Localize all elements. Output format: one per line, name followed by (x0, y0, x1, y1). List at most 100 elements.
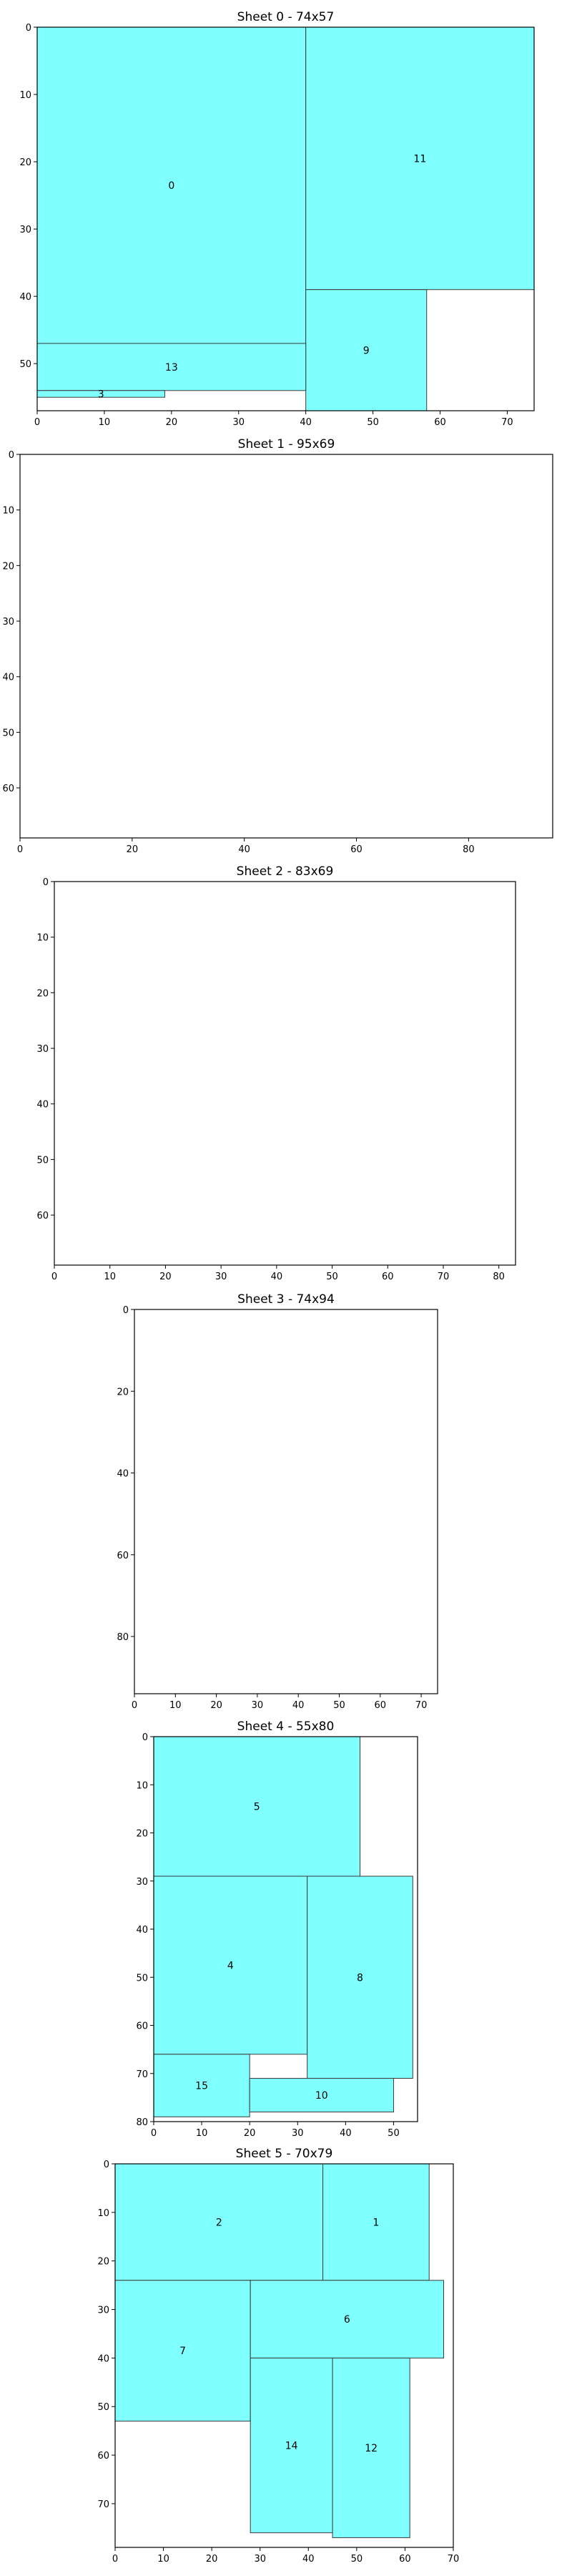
sheet-5-xtick-label: 60 (399, 2554, 411, 2565)
sheet-4-chart: Sheet 4 - 55x80 5 4 8 15 10 0 10 20 30 40 50 0 10 20 30… (136, 1719, 418, 2139)
sheet-5-piece-14 (250, 2357, 333, 2534)
sheet-5-piece-2 (114, 2163, 324, 2281)
sheet-1-ytick-label: 0 (9, 450, 14, 461)
sheet-0-xtick-label: 10 (99, 417, 111, 428)
sheet-4-xtick-label: 10 (196, 2128, 208, 2139)
sheet-5-ytick-label: 70 (97, 2499, 109, 2510)
sheet-4-xtick-label: 40 (340, 2128, 352, 2139)
sheet-4-ytick-label: 50 (136, 1973, 148, 1984)
sheet-0-piece-9 (305, 289, 428, 411)
sheet-5-xtick-label: 10 (157, 2554, 169, 2565)
sheet-0-piece-label: 3 (98, 389, 104, 400)
sheet-2-xtick-label: 70 (438, 1272, 450, 1282)
sheet-5-piece-label: 14 (285, 2441, 298, 2452)
sheet-0-piece-label: 11 (413, 153, 426, 165)
sheet-2-xtick-label: 20 (159, 1272, 172, 1282)
sheet-5-piece-1 (322, 2163, 430, 2281)
sheet-1-frame (19, 454, 553, 839)
sheet-3-ytick-label: 0 (123, 1305, 129, 1316)
sheet-3-xtick-label: 40 (292, 1700, 305, 1711)
sheet-0-ytick-label: 30 (19, 225, 31, 235)
sheet-5-ytick-label: 50 (97, 2402, 109, 2413)
sheet-0-xtick-label: 60 (434, 417, 446, 428)
sheet-0-ytick-label: 20 (19, 157, 31, 168)
sheet-2-plot-area (54, 882, 516, 1265)
sheet-4-piece-15 (153, 2054, 250, 2117)
sheet-5-ytick-label: 10 (97, 2208, 109, 2219)
sheet-2-xtick-label: 30 (215, 1272, 227, 1282)
sheet-4-piece-8 (307, 1875, 413, 2079)
sheet-4-xtick-label: 0 (151, 2128, 157, 2139)
sheet-0-xtick-label: 70 (501, 417, 513, 428)
sheet-4-ytick-label: 30 (136, 1877, 148, 1888)
sheet-2-xtick-label: 80 (493, 1272, 505, 1282)
sheet-5-piece-label: 2 (216, 2217, 222, 2228)
sheet-2-frame (54, 881, 516, 1266)
sheet-3-ytick-label: 80 (117, 1632, 129, 1643)
sheet-3-xtick-label: 70 (415, 1700, 428, 1711)
sheet-4-ytick-label: 20 (136, 1829, 148, 1840)
sheet-3-xtick-label: 20 (210, 1700, 222, 1711)
sheet-2-title: Sheet 2 - 83x69 (237, 864, 334, 879)
sheet-1-ytick-label: 20 (2, 561, 14, 572)
sheet-3-title: Sheet 3 - 74x94 (237, 1292, 335, 1307)
sheet-0-xtick-label: 0 (34, 417, 40, 428)
sheet-1-xtick-label: 0 (17, 844, 23, 855)
sheet-2-chart: Sheet 2 - 83x69 0 10 20 30 40 50 60 70 80 0 10 20 30 4… (36, 864, 516, 1282)
sheet-4-piece-4 (153, 1875, 308, 2055)
sheet-2-xtick-label: 50 (326, 1272, 338, 1282)
sheet-0-frame (36, 26, 535, 411)
sheet-2-ytick-label: 20 (36, 988, 49, 999)
sheet-5-ytick-label: 40 (97, 2353, 109, 2364)
sheet-4-piece-label: 8 (357, 1972, 363, 1984)
sheet-3-xtick-label: 60 (375, 1700, 387, 1711)
sheet-0-xtick-label: 30 (232, 417, 245, 428)
sheet-2-ytick-label: 40 (36, 1100, 49, 1111)
sheet-0-piece-label: 0 (168, 180, 174, 192)
sheet-2-ytick-label: 0 (43, 877, 49, 888)
sheet-5-chart: Sheet 5 - 70x79 2 1 7 6 14 12 0 10 20 30 40 50 60 70 0 1… (97, 2147, 459, 2565)
sheet-2-ytick-label: 30 (36, 1044, 49, 1055)
sheet-0-xtick-label: 40 (300, 417, 312, 428)
sheet-2-xtick-label: 60 (382, 1272, 394, 1282)
sheet-1-xtick-label: 60 (350, 844, 363, 855)
sheet-4-piece-5 (153, 1736, 360, 1877)
sheet-2-ytick-label: 10 (36, 933, 49, 944)
sheet-4-piece-label: 5 (254, 1802, 260, 1813)
sheet-0-title: Sheet 0 - 74x57 (237, 10, 335, 24)
sheet-3-xtick-label: 50 (333, 1700, 345, 1711)
sheet-5-xtick-label: 30 (254, 2554, 266, 2565)
sheet-3-xtick-label: 10 (169, 1700, 182, 1711)
sheet-4-xtick-label: 20 (244, 2128, 256, 2139)
sheet-1-ytick-label: 10 (2, 506, 14, 517)
sheet-4-piece-label: 10 (315, 2090, 328, 2102)
sheet-0-ytick-label: 10 (19, 90, 31, 101)
sheet-5-piece-label: 12 (365, 2443, 378, 2454)
sheet-4-xtick-label: 30 (292, 2128, 304, 2139)
sheet-1-ytick-label: 50 (2, 728, 14, 738)
sheet-0-xtick-label: 20 (166, 417, 178, 428)
sheet-3-frame (134, 1309, 438, 1694)
sheet-5-ytick-label: 30 (97, 2306, 109, 2316)
sheet-5-xtick-label: 70 (448, 2554, 460, 2565)
sheet-3-xtick-label: 30 (252, 1700, 264, 1711)
sheet-1-plot-area (20, 454, 553, 838)
sheet-0-ytick-label: 0 (26, 23, 31, 34)
sheet-0-piece-label: 9 (363, 345, 370, 356)
sheet-4-xtick-label: 50 (388, 2128, 400, 2139)
sheet-5-xtick-label: 0 (112, 2554, 118, 2565)
sheet-0-piece-13 (36, 343, 307, 391)
sheet-3-plot-area (134, 1309, 438, 1694)
sheet-2-ytick-label: 60 (36, 1211, 49, 1221)
sheet-3-ytick-label: 40 (117, 1469, 129, 1480)
sheet-4-piece-label: 4 (227, 1960, 234, 1971)
sheet-4-title: Sheet 4 - 55x80 (237, 1719, 335, 1734)
sheet-4-ytick-label: 10 (136, 1780, 148, 1791)
sheet-1-xtick-label: 20 (127, 844, 139, 855)
sheet-1-ytick-label: 60 (2, 784, 14, 794)
sheet-5-ytick-label: 0 (104, 2160, 109, 2170)
sheet-0-piece-label: 13 (165, 362, 178, 374)
sheet-1-xtick-label: 40 (238, 844, 250, 855)
sheet-4-piece-10 (249, 2077, 394, 2113)
